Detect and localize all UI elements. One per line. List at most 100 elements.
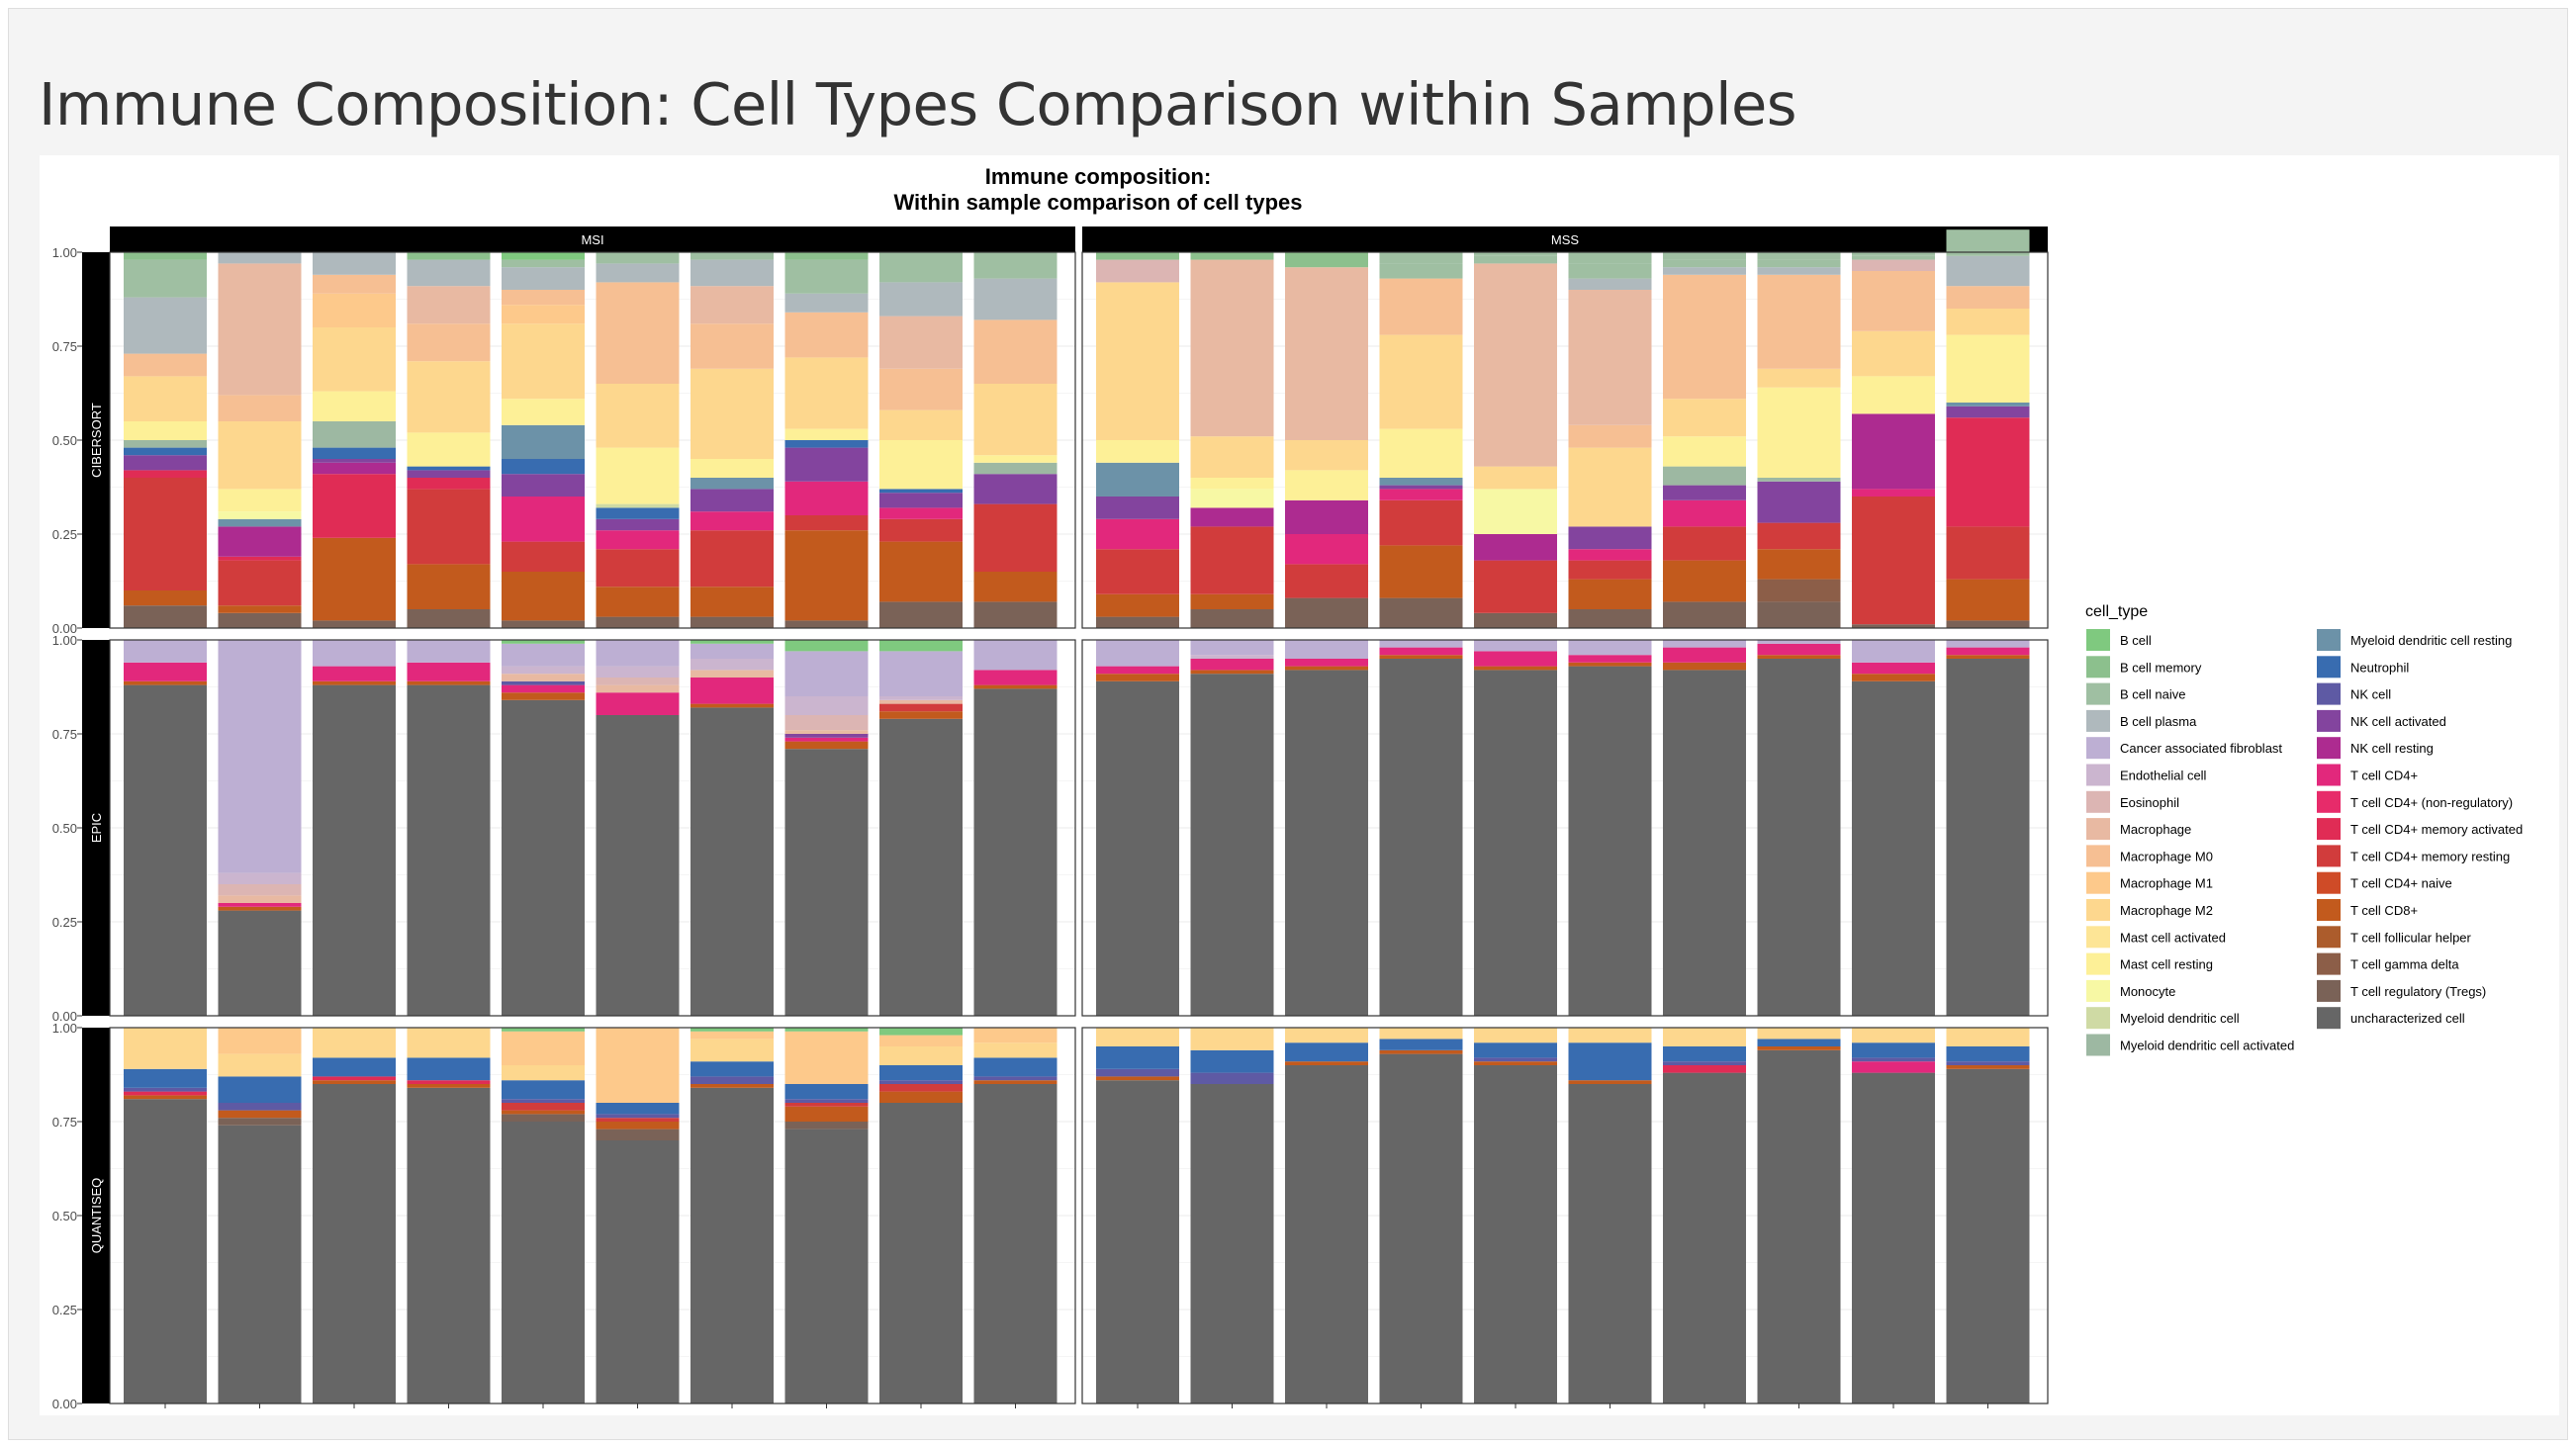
bar-stack	[407, 1028, 491, 1403]
bar-segment	[313, 1084, 396, 1403]
bar-segment	[313, 1080, 396, 1084]
bar-segment	[1096, 1028, 1179, 1046]
bar-segment	[784, 696, 869, 715]
bar-segment	[218, 1076, 302, 1103]
legend-label: T cell CD4+ memory resting	[2350, 849, 2510, 863]
bar-segment	[313, 327, 396, 392]
bar-segment	[1946, 309, 2030, 335]
bar-segment	[596, 518, 680, 531]
bar-segment	[1190, 259, 1274, 437]
bar-segment	[407, 1057, 491, 1081]
bar-segment	[1190, 489, 1274, 508]
bar-segment	[218, 872, 302, 884]
bar-segment	[690, 1028, 774, 1032]
bar-segment	[973, 670, 1058, 685]
bar-segment	[502, 640, 585, 644]
bar-segment	[1379, 1028, 1463, 1040]
bar-stack	[1379, 252, 1463, 628]
bar-segment	[784, 1099, 869, 1103]
bar-segment	[313, 537, 396, 621]
bar-segment	[1096, 1080, 1179, 1403]
bar-segment	[784, 515, 869, 531]
bar-segment	[124, 421, 207, 440]
bar-segment	[1568, 290, 1652, 425]
bar-segment	[973, 384, 1058, 456]
bar-segment	[690, 703, 774, 708]
bar-segment	[1757, 252, 1841, 260]
bar-segment	[690, 489, 774, 512]
bar-segment	[1096, 259, 1179, 283]
bar-stack	[313, 252, 396, 628]
bar-segment	[124, 1095, 207, 1100]
bar-segment	[1568, 526, 1652, 550]
bar-segment	[1474, 534, 1557, 561]
bar-segment	[1757, 1039, 1841, 1046]
bar-segment	[973, 1042, 1058, 1058]
bar-segment	[784, 620, 869, 628]
bar-segment	[502, 680, 585, 685]
bar-stack	[1757, 640, 1841, 1016]
bar-segment	[1946, 1065, 2030, 1069]
bar-segment	[1568, 1084, 1652, 1403]
bar-segment	[502, 572, 585, 621]
bar-segment	[313, 252, 396, 275]
bar-segment	[1379, 478, 1463, 486]
y-tick-label: 0.75	[52, 1115, 77, 1130]
legend-swatch	[2086, 899, 2110, 921]
facet-strip-quantiseq: QUANTISEQ	[82, 1028, 110, 1403]
legend-label: Macrophage	[2120, 822, 2191, 837]
bar-segment	[313, 391, 396, 421]
legend-swatch	[2317, 871, 2341, 894]
bar-segment	[879, 493, 963, 508]
bar-segment	[1663, 662, 1746, 671]
bar-stack	[407, 640, 491, 1016]
bar-segment	[502, 1110, 585, 1115]
legend-label: B cell memory	[2120, 660, 2202, 675]
bar-stack	[879, 252, 963, 628]
bar-segment	[1190, 670, 1274, 675]
bar-stack	[218, 1028, 302, 1403]
bar-segment	[1946, 647, 2030, 656]
legend-swatch	[2317, 818, 2341, 841]
bar-stack	[1096, 252, 1179, 628]
bar-segment	[313, 293, 396, 327]
bar-segment	[1474, 1042, 1557, 1058]
legend-swatch	[2317, 764, 2341, 786]
legend-swatch	[2317, 629, 2341, 651]
legend-item: Myeloid dendritic cell activated	[2086, 1034, 2294, 1056]
facet-strip-mss: MSS	[1082, 226, 2048, 252]
bar-stack	[313, 640, 396, 1016]
bar-segment	[407, 1080, 491, 1084]
bar-segment	[407, 1087, 491, 1403]
bar-segment	[1096, 1076, 1179, 1081]
bar-segment	[1096, 549, 1179, 594]
bar-segment	[1757, 522, 1841, 550]
bar-segment	[1757, 368, 1841, 388]
bar-segment	[784, 428, 869, 440]
bar-segment	[973, 1076, 1058, 1081]
legend-item: T cell CD8+	[2317, 899, 2418, 921]
bar-segment	[1474, 666, 1557, 671]
legend-swatch	[2086, 790, 2110, 813]
bar-segment	[407, 470, 491, 478]
bar-segment	[502, 267, 585, 290]
bar-stack	[1285, 640, 1368, 1016]
bar-segment	[879, 1035, 963, 1046]
legend-label: B cell	[2120, 633, 2152, 648]
bar-stack	[407, 252, 491, 628]
panel-epic-msi	[109, 639, 1076, 1017]
bar-segment	[596, 530, 680, 550]
bar-segment	[124, 259, 207, 298]
bar-segment	[1568, 655, 1652, 663]
bar-segment	[1757, 640, 1841, 644]
bar-segment	[1852, 680, 1935, 1016]
bar-segment	[1663, 1028, 1746, 1046]
bar-stack	[1946, 640, 2030, 1016]
bar-segment	[1285, 670, 1368, 1016]
legend-swatch	[2086, 709, 2110, 732]
bar-segment	[124, 605, 207, 628]
bar-segment	[1474, 1061, 1557, 1065]
bar-segment	[1568, 1042, 1652, 1081]
bar-stack	[1379, 1028, 1463, 1403]
legend-item: Mast cell resting	[2086, 952, 2213, 975]
